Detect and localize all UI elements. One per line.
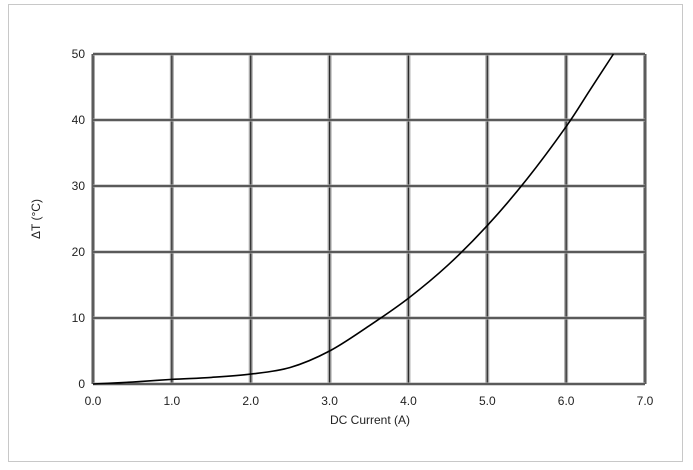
x-tick-label: 7.0 (637, 394, 654, 408)
y-tick-label: 30 (72, 179, 86, 193)
series-line-0 (92, 53, 615, 385)
y-tick-label: 20 (72, 245, 86, 259)
y-axis-title: ΔT (°C) (29, 199, 43, 239)
tick-labels: 0.0 1.0 2.0 3.0 4.0 5.0 6.0 7.0 0 10 20 30 40 50 (72, 47, 654, 408)
x-tick-label: 2.0 (242, 394, 259, 408)
y-tick-label: 50 (72, 47, 86, 61)
x-axis-title: DC Current (A) (330, 413, 410, 427)
grid-layer (91, 52, 647, 386)
y-tick-label: 0 (78, 377, 85, 391)
x-tick-label: 1.0 (164, 394, 181, 408)
chart-frame (8, 4, 683, 462)
x-tick-label: 3.0 (321, 394, 338, 408)
y-tick-label: 40 (72, 113, 86, 127)
x-tick-label: 6.0 (558, 394, 575, 408)
y-tick-label: 10 (72, 311, 86, 325)
x-tick-label: 4.0 (400, 394, 417, 408)
x-tick-label: 5.0 (479, 394, 496, 408)
x-tick-label: 0.0 (85, 394, 102, 408)
series-layer (92, 53, 615, 385)
